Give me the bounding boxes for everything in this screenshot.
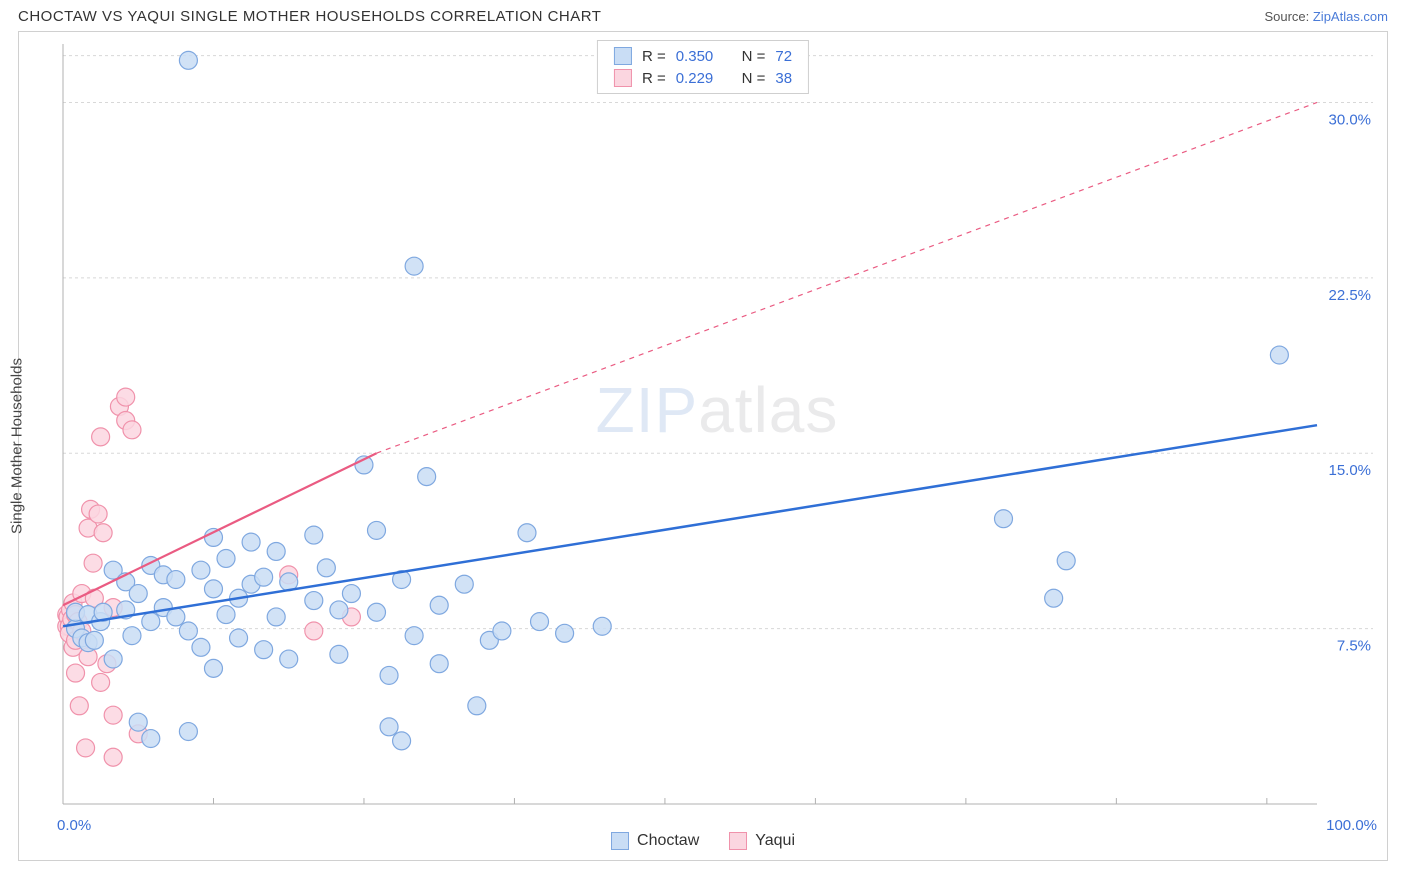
legend-row: R = 0.229 N = 38 — [614, 67, 792, 89]
svg-text:22.5%: 22.5% — [1328, 287, 1371, 304]
svg-text:30.0%: 30.0% — [1328, 111, 1371, 128]
series-legend: Choctaw Yaqui — [611, 832, 795, 850]
r-value: 0.229 — [676, 70, 714, 87]
n-label: N = — [742, 48, 766, 65]
source-attribution: Source: ZipAtlas.com — [1264, 9, 1388, 24]
r-value: 0.350 — [676, 48, 714, 65]
legend-swatch — [614, 47, 632, 65]
legend-label: Yaqui — [755, 832, 795, 850]
chart-container: Single Mother Households 7.5%15.0%22.5%3… — [18, 31, 1388, 861]
legend-swatch — [729, 832, 747, 850]
legend-label: Choctaw — [637, 832, 699, 850]
x-axis-max-label: 100.0% — [1326, 817, 1377, 834]
legend-item: Yaqui — [729, 832, 795, 850]
y-axis-label: Single Mother Households — [9, 358, 26, 534]
source-link[interactable]: ZipAtlas.com — [1313, 9, 1388, 24]
source-prefix: Source: — [1264, 9, 1312, 24]
n-value: 72 — [775, 48, 792, 65]
legend-swatch — [614, 69, 632, 87]
correlation-legend: R = 0.350 N = 72 R = 0.229 N = 38 — [597, 40, 809, 94]
header: CHOCTAW VS YAQUI SINGLE MOTHER HOUSEHOLD… — [0, 0, 1406, 31]
legend-item: Choctaw — [611, 832, 699, 850]
chart-svg: 7.5% 15.0% 22.5% 30.0% — [57, 40, 1377, 810]
r-label: R = — [642, 70, 666, 87]
svg-text:7.5%: 7.5% — [1337, 638, 1371, 655]
chart-title: CHOCTAW VS YAQUI SINGLE MOTHER HOUSEHOLD… — [18, 8, 601, 25]
plot-area: 7.5%15.0%22.5%30.0% ZIPatlas — [57, 40, 1377, 810]
r-label: R = — [642, 48, 666, 65]
n-label: N = — [742, 70, 766, 87]
n-value: 38 — [775, 70, 792, 87]
svg-text:15.0%: 15.0% — [1328, 462, 1371, 479]
legend-row: R = 0.350 N = 72 — [614, 45, 792, 67]
legend-swatch — [611, 832, 629, 850]
x-axis-min-label: 0.0% — [57, 817, 91, 834]
